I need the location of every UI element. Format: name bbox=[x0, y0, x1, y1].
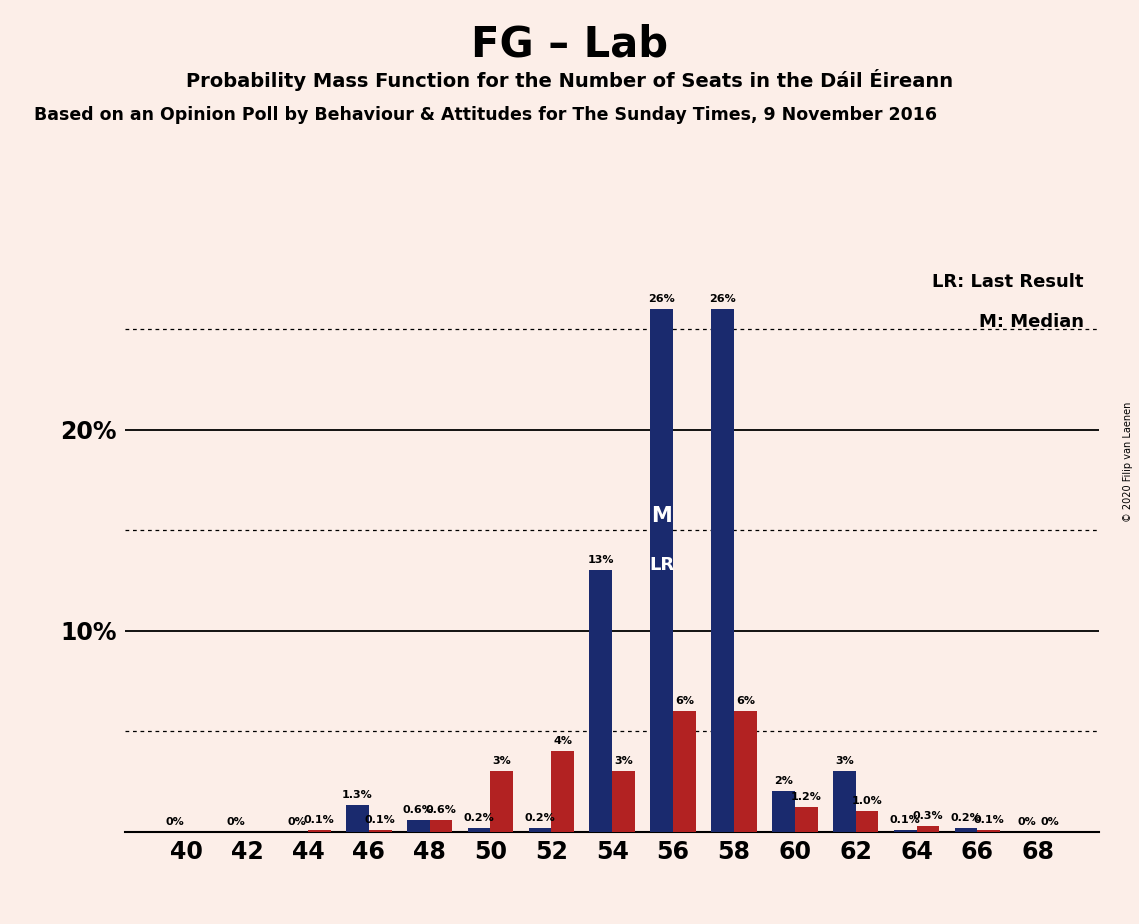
Text: 0.1%: 0.1% bbox=[304, 815, 335, 824]
Text: 0.6%: 0.6% bbox=[426, 805, 457, 815]
Text: © 2020 Filip van Laenen: © 2020 Filip van Laenen bbox=[1123, 402, 1133, 522]
Bar bbox=[917, 825, 940, 832]
Text: 0.2%: 0.2% bbox=[525, 812, 556, 822]
Bar bbox=[369, 830, 392, 832]
Text: FG – Lab: FG – Lab bbox=[470, 23, 669, 65]
Text: 13%: 13% bbox=[588, 555, 614, 565]
Text: 6%: 6% bbox=[675, 696, 694, 706]
Text: 0.1%: 0.1% bbox=[974, 815, 1005, 824]
Text: 0.6%: 0.6% bbox=[403, 805, 434, 815]
Bar bbox=[833, 772, 855, 832]
Text: 26%: 26% bbox=[710, 294, 736, 304]
Text: Based on an Opinion Poll by Behaviour & Attitudes for The Sunday Times, 9 Novemb: Based on an Opinion Poll by Behaviour & … bbox=[34, 106, 937, 124]
Text: 4%: 4% bbox=[554, 736, 572, 747]
Bar bbox=[308, 830, 330, 832]
Bar bbox=[894, 830, 917, 832]
Bar bbox=[429, 820, 452, 832]
Bar bbox=[468, 828, 491, 832]
Bar bbox=[673, 711, 696, 832]
Bar bbox=[772, 791, 795, 832]
Text: 1.0%: 1.0% bbox=[852, 796, 883, 807]
Text: Probability Mass Function for the Number of Seats in the Dáil Éireann: Probability Mass Function for the Number… bbox=[186, 69, 953, 91]
Text: 3%: 3% bbox=[492, 756, 511, 766]
Bar bbox=[551, 751, 574, 832]
Text: 0.2%: 0.2% bbox=[464, 812, 494, 822]
Bar bbox=[650, 309, 673, 832]
Text: 0%: 0% bbox=[1040, 817, 1059, 827]
Text: 0%: 0% bbox=[165, 817, 185, 827]
Text: M: M bbox=[652, 506, 672, 526]
Bar bbox=[954, 828, 977, 832]
Bar bbox=[855, 811, 878, 832]
Bar bbox=[795, 808, 818, 832]
Text: 0.1%: 0.1% bbox=[364, 815, 395, 824]
Text: 0.1%: 0.1% bbox=[890, 815, 920, 824]
Text: 0%: 0% bbox=[287, 817, 306, 827]
Text: 0%: 0% bbox=[1017, 817, 1036, 827]
Bar bbox=[528, 828, 551, 832]
Bar bbox=[589, 570, 613, 832]
Bar bbox=[734, 711, 756, 832]
Text: 0.2%: 0.2% bbox=[951, 812, 982, 822]
Bar bbox=[346, 806, 369, 832]
Text: M: Median: M: Median bbox=[978, 313, 1084, 331]
Text: 3%: 3% bbox=[835, 756, 853, 766]
Text: 0%: 0% bbox=[227, 817, 245, 827]
Text: 26%: 26% bbox=[648, 294, 675, 304]
Text: 0.3%: 0.3% bbox=[912, 810, 943, 821]
Text: LR: LR bbox=[649, 556, 674, 575]
Text: 2%: 2% bbox=[775, 776, 793, 786]
Bar bbox=[407, 820, 429, 832]
Bar bbox=[977, 830, 1000, 832]
Bar bbox=[711, 309, 734, 832]
Bar bbox=[613, 772, 636, 832]
Text: 1.2%: 1.2% bbox=[790, 793, 821, 802]
Text: 3%: 3% bbox=[614, 756, 633, 766]
Text: 6%: 6% bbox=[736, 696, 755, 706]
Text: 1.3%: 1.3% bbox=[342, 790, 372, 800]
Text: LR: Last Result: LR: Last Result bbox=[933, 273, 1084, 291]
Bar bbox=[491, 772, 514, 832]
